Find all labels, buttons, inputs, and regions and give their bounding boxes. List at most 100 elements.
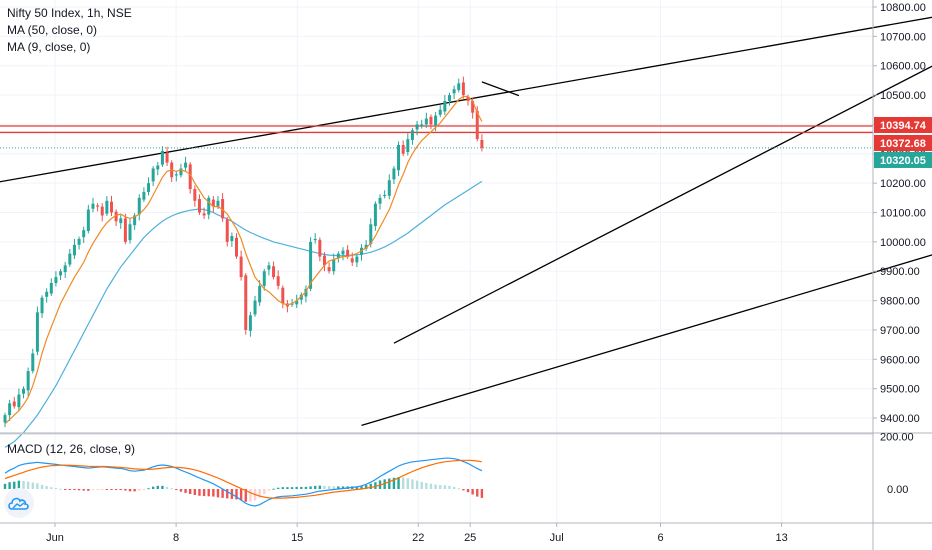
- time-scale[interactable]: Jun 8 15 22 25 Jul 6 13: [46, 523, 788, 544]
- candle-body: [461, 82, 465, 96]
- trendlines[interactable]: [0, 8, 932, 427]
- candle-body: [447, 95, 451, 101]
- candle: [49, 278, 53, 296]
- macd-histogram-bar: [156, 485, 159, 489]
- ma9-legend[interactable]: MA (9, close, 0): [7, 40, 91, 54]
- macd-histogram-bar: [411, 479, 414, 489]
- candle-body: [424, 118, 428, 125]
- y-tick-label: 9700.00: [880, 325, 920, 337]
- candle-body: [322, 255, 326, 266]
- candle: [207, 195, 211, 220]
- y-tick-label: 9500.00: [880, 384, 920, 396]
- candle: [40, 295, 44, 318]
- candle-body: [336, 253, 340, 258]
- macd-histogram-bar: [286, 487, 289, 489]
- candle: [443, 95, 447, 116]
- candle: [142, 187, 146, 202]
- candle: [364, 240, 368, 251]
- candle: [387, 174, 391, 200]
- macd-legend-text[interactable]: MACD (12, 26, close, 9): [7, 442, 136, 456]
- candle: [26, 367, 30, 397]
- macd-histogram-bar: [170, 488, 173, 490]
- tradingview-logo[interactable]: [4, 488, 34, 518]
- x-tick-label: 13: [775, 532, 787, 544]
- candle-body: [105, 200, 109, 214]
- candle-body: [82, 230, 86, 238]
- candle-body: [253, 300, 257, 315]
- symbol-title[interactable]: Nifty 50 Index, 1h, NSE: [7, 6, 132, 20]
- macd-histogram-bar: [332, 486, 335, 489]
- macd-histogram-bar: [263, 489, 266, 494]
- macd-histogram-bar: [429, 483, 433, 489]
- candle-body: [72, 244, 76, 256]
- main-legend: Nifty 50 Index, 1h, NSE MA (50, close, 0…: [7, 5, 132, 56]
- candle-body: [184, 162, 188, 168]
- horizontal-levels[interactable]: [0, 125, 873, 149]
- macd-histogram-bar: [267, 489, 271, 491]
- candle-body: [151, 168, 155, 182]
- macd-histogram-bar: [406, 478, 410, 489]
- macd-histogram-bar: [244, 489, 247, 502]
- candle-body: [197, 199, 201, 213]
- candle-body: [369, 224, 373, 244]
- candle: [105, 196, 109, 217]
- macd-histogram-bar: [87, 489, 90, 491]
- candle: [438, 105, 442, 118]
- candle: [91, 197, 95, 213]
- candle-body: [471, 100, 475, 113]
- candle: [202, 207, 206, 219]
- macd-histogram-bar: [364, 485, 368, 489]
- macd-histogram-bar: [397, 477, 400, 489]
- candle: [160, 146, 164, 168]
- macd-histogram-bar: [207, 489, 210, 497]
- macd-histogram-bar: [73, 489, 76, 491]
- candle-body: [77, 238, 81, 245]
- x-tick-label: 15: [291, 532, 303, 544]
- candle: [235, 233, 238, 259]
- macd-histogram-bar: [189, 489, 192, 494]
- macd-histogram-bar: [235, 489, 238, 500]
- price-scale[interactable]: 10800.0010700.0010600.0010500.0010400.00…: [873, 2, 926, 496]
- y-tick-label: 10700.00: [880, 31, 926, 43]
- candle: [170, 160, 174, 182]
- y-tick-label: 10600.00: [880, 61, 926, 73]
- candle: [114, 209, 118, 227]
- x-tick-label: 6: [657, 532, 663, 544]
- candle-body: [373, 203, 377, 227]
- ma50-legend[interactable]: MA (50, close, 0): [7, 23, 98, 37]
- macd-histogram-bar: [91, 489, 95, 491]
- candle-body: [392, 168, 396, 180]
- candle-body: [235, 237, 238, 257]
- macd-histogram-bar: [318, 485, 322, 489]
- candle-body: [387, 180, 391, 196]
- candle: [45, 288, 49, 303]
- y-tick-label: 10500.00: [880, 90, 926, 102]
- macd-histogram-bar: [439, 485, 442, 489]
- candle: [100, 203, 104, 222]
- macd-histogram-bar: [281, 487, 284, 489]
- candle-body: [457, 83, 461, 91]
- macd-histogram-bar: [355, 486, 359, 489]
- candle-body: [248, 315, 252, 331]
- y-tick-label: 10200.00: [880, 178, 926, 190]
- candle: [59, 268, 63, 281]
- candle: [174, 170, 178, 182]
- candle: [336, 251, 340, 263]
- macd-histogram-bar: [22, 480, 25, 489]
- candle: [258, 280, 262, 306]
- macd-histogram-bar: [415, 480, 419, 489]
- y-tick-label: 10100.00: [880, 208, 926, 220]
- macd-histogram-bar: [466, 489, 470, 493]
- candle: [392, 166, 396, 185]
- candle-body: [68, 253, 72, 265]
- candle-body: [466, 96, 470, 101]
- x-tick-label: Jul: [550, 532, 564, 544]
- candle: [17, 388, 21, 411]
- ma9-layer: [4, 95, 483, 425]
- candle: [285, 300, 289, 313]
- candle-body: [397, 144, 401, 171]
- candle-body: [341, 250, 345, 255]
- macd-histogram-bar: [193, 489, 197, 496]
- candle-body: [165, 152, 169, 163]
